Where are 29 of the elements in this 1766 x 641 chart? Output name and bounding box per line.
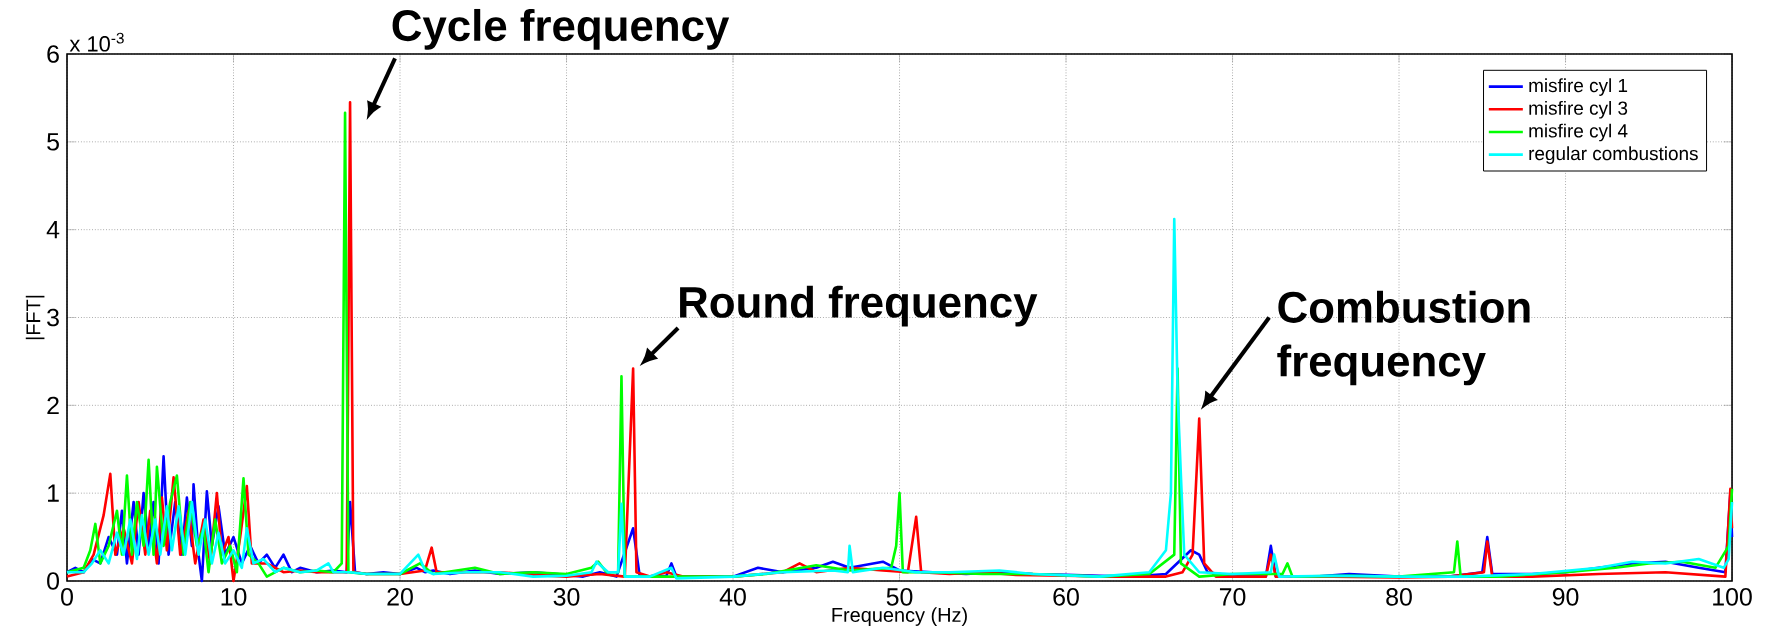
line-series xyxy=(65,217,1734,580)
y-tick-label: 0 xyxy=(47,572,59,590)
y-tick-label: 5 xyxy=(47,133,59,151)
y-tick-label: 2 xyxy=(47,396,59,415)
y-tick-label: 3 xyxy=(47,308,59,327)
x-tick-label: 40 xyxy=(719,588,746,606)
x-tick-label: 80 xyxy=(1386,588,1412,606)
legend-label: misfire cyl 1 xyxy=(1529,78,1628,96)
x-tick-label: 50 xyxy=(886,588,913,606)
y-tick-label: 1 xyxy=(48,484,59,502)
x-tick-label: 20 xyxy=(387,588,413,606)
y-axis-title: |FFT| xyxy=(25,295,45,340)
legend-label: misfire cyl 4 xyxy=(1529,123,1628,142)
x-tick-label: 0 xyxy=(61,588,73,606)
x-tick-label: 90 xyxy=(1552,588,1579,606)
legend-label: regular combustions xyxy=(1529,146,1698,164)
x-tick-label: 70 xyxy=(1219,588,1246,606)
x-tick-label: 30 xyxy=(553,588,580,606)
annotation: Combustion frequency xyxy=(1277,290,1530,386)
y-tick-label: 6 xyxy=(47,45,59,63)
x-axis-title: Frequency (Hz) xyxy=(832,607,967,626)
x-tick-label: 100 xyxy=(1713,588,1752,606)
y-tick-label: 4 xyxy=(46,221,60,239)
x-tick-label: 60 xyxy=(1053,588,1079,606)
text: x 10$^{-3}$ xyxy=(69,32,124,52)
x-tick-label: 10 xyxy=(221,588,247,606)
legend-label: misfire cyl 3 xyxy=(1529,100,1628,119)
annotation: Cycle frequency xyxy=(392,8,730,50)
annotation: Round frequency xyxy=(680,285,1038,327)
